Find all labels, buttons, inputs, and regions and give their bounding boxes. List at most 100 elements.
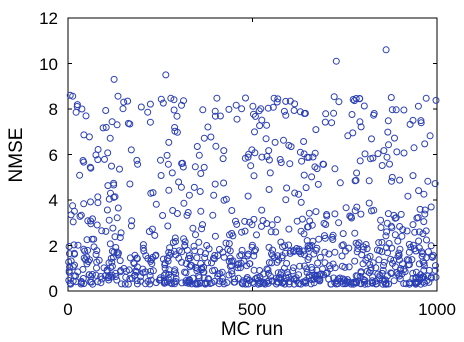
data-point (271, 138, 279, 146)
data-point (98, 227, 106, 235)
data-point (404, 261, 412, 269)
axis-ticks (67, 17, 438, 292)
data-point (432, 273, 440, 281)
data-point (216, 245, 223, 253)
data-point (65, 243, 73, 250)
data-point (385, 141, 392, 149)
data-point (363, 245, 371, 253)
data-point (212, 142, 220, 150)
data-point (103, 267, 111, 275)
data-point (126, 120, 134, 128)
data-point (108, 162, 115, 170)
data-point (250, 110, 257, 118)
data-point (94, 199, 102, 207)
data-point (74, 268, 82, 276)
data-point (87, 198, 94, 206)
data-point (190, 183, 198, 191)
data-point (94, 146, 102, 153)
data-point (301, 251, 309, 259)
data-point (87, 164, 95, 172)
data-point (159, 212, 167, 219)
y-tick-label-4: 4 (49, 191, 58, 210)
data-point (242, 94, 249, 102)
data-point (195, 238, 203, 246)
data-point (258, 153, 266, 161)
data-point (414, 214, 422, 221)
data-point (308, 173, 316, 181)
data-point (269, 103, 277, 111)
data-point (253, 274, 261, 282)
data-point (82, 256, 89, 264)
data-point (302, 277, 310, 285)
data-point (76, 171, 84, 179)
data-point (388, 244, 396, 252)
data-point (307, 280, 315, 288)
data-point (191, 247, 199, 255)
data-point (415, 237, 423, 245)
data-point (220, 196, 228, 204)
data-point (409, 221, 417, 229)
data-point (326, 265, 334, 273)
data-point (146, 272, 154, 279)
data-point (234, 261, 242, 269)
data-point (273, 98, 281, 106)
data-point (108, 118, 116, 126)
data-point (209, 211, 217, 219)
data-point (216, 112, 224, 120)
data-point (308, 271, 316, 279)
data-point (366, 252, 374, 260)
data-point (93, 221, 101, 229)
data-point (292, 277, 300, 285)
data-point (251, 112, 259, 120)
data-point (110, 193, 118, 201)
data-point (354, 241, 362, 249)
x-tick-label-0: 0 (63, 300, 72, 319)
data-point (319, 265, 326, 273)
data-point (383, 228, 391, 236)
data-point (102, 107, 110, 114)
data-point (255, 107, 263, 115)
data-point (67, 211, 75, 219)
data-point (173, 210, 181, 217)
data-point (378, 238, 386, 246)
data-point (105, 274, 112, 281)
data-point (321, 259, 329, 267)
data-point (384, 128, 392, 136)
data-point (228, 207, 236, 214)
data-point (248, 243, 256, 251)
data-point (384, 249, 391, 257)
data-point (345, 263, 353, 271)
data-point (257, 278, 265, 286)
data-point (263, 153, 271, 160)
data-point (402, 280, 410, 288)
data-point (342, 204, 350, 212)
data-point (373, 280, 381, 288)
data-point (117, 268, 124, 276)
data-point (301, 109, 309, 117)
data-point (408, 256, 416, 264)
data-point (377, 216, 385, 224)
data-point (164, 222, 172, 230)
data-point (314, 259, 322, 267)
data-point (321, 234, 329, 242)
data-point (110, 248, 118, 256)
data-point (423, 236, 430, 244)
data-point (275, 274, 283, 282)
data-point (106, 134, 114, 142)
data-point (114, 204, 122, 212)
data-point (101, 155, 108, 163)
data-point (394, 252, 402, 260)
data-point (232, 217, 239, 225)
data-point (395, 251, 403, 259)
data-point (126, 180, 134, 188)
data-point (179, 163, 187, 171)
data-point (264, 104, 272, 112)
data-point (243, 274, 251, 281)
data-point (80, 200, 88, 208)
data-point (362, 256, 370, 264)
data-point (97, 279, 105, 287)
data-point (233, 115, 241, 123)
data-point (137, 277, 145, 285)
data-point (179, 159, 187, 167)
data-point (396, 266, 404, 274)
